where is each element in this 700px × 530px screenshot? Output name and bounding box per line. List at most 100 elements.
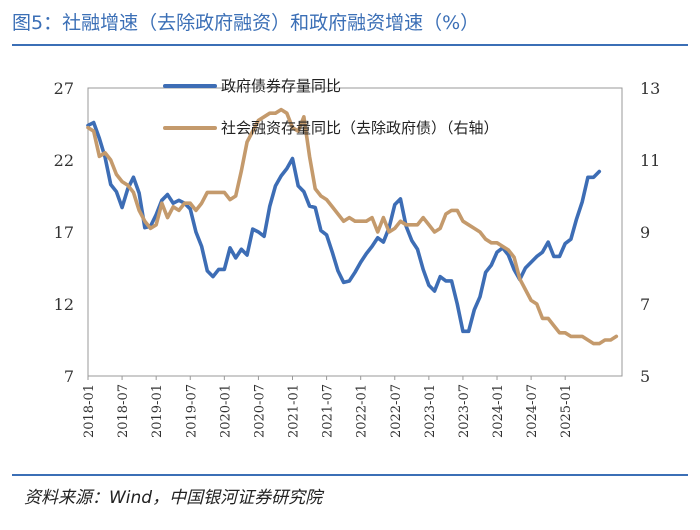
data-point [115,191,117,193]
data-point [303,116,305,118]
x-tick-label: 2019-07 [184,384,199,438]
data-point [178,199,180,201]
data-point [507,249,509,251]
data-point [149,227,152,229]
legend-entry: 政府债券存量同比 [163,77,341,95]
data-point [263,116,265,118]
data-point [570,335,572,337]
x-axis-ticks: 2018-01 2018-07 2019-01 2019-07 2020-01 2020-… [82,376,574,438]
data-point [422,268,424,271]
data-point [485,271,487,273]
data-point [229,247,231,249]
x-tick-label: 2021-01 [287,384,302,438]
data-point [257,119,260,121]
data-point [189,202,191,204]
x-tick-label: 2022-07 [389,384,404,438]
data-point [462,220,464,222]
data-point [581,201,583,203]
data-point [166,217,169,219]
left-tick-label: 17 [54,223,74,242]
data-point [274,185,277,187]
data-point [365,253,367,255]
x-tick-label: 2018-01 [82,384,97,438]
data-point [604,339,606,341]
x-tick-label: 2020-07 [252,384,267,438]
data-point [445,213,447,215]
data-point [479,231,481,233]
x-tick-label: 2023-07 [457,384,472,438]
data-point [110,183,112,186]
x-tick-label: 2023-01 [423,384,438,438]
data-point [155,214,157,216]
data-point [98,137,100,139]
data-point [536,303,538,305]
right-tick-label: 11 [640,151,660,170]
data-point [587,176,589,178]
x-tick-label: 2020-01 [218,384,233,438]
data-point [343,281,345,283]
data-point [581,335,583,337]
data-point [496,251,498,253]
data-point [485,238,487,240]
data-point [610,339,612,341]
data-point [450,280,453,282]
right-tick-label: 9 [640,223,650,242]
data-point [212,191,214,193]
data-point [223,268,225,271]
data-point [530,261,532,263]
data-point [320,229,322,232]
data-point [297,185,299,187]
data-point [189,208,191,210]
data-point [405,224,407,226]
data-point [320,195,322,197]
data-point [371,217,373,219]
data-point [280,175,282,177]
data-point [303,191,305,193]
left-axis-ticks: 7 12 17 22 27 [54,79,74,386]
left-tick-label: 22 [54,151,74,170]
x-tick-label: 2022-01 [355,384,370,438]
data-point [558,332,561,334]
plot-border [87,87,623,377]
data-point [161,199,163,201]
data-point [468,224,470,226]
data-point [218,268,220,271]
data-point [263,235,265,237]
data-point [308,155,311,157]
data-point [496,242,498,244]
data-point [365,220,367,222]
data-point [326,199,328,201]
data-point [155,224,157,226]
x-tick-label: 2019-01 [150,384,165,438]
data-point [360,220,362,222]
data-point [343,220,345,222]
data-point [394,227,396,229]
data-point [524,267,527,269]
data-point [468,330,470,332]
data-point [326,234,328,236]
plot-frame [87,87,623,377]
data-point [422,217,424,219]
left-tick-label: 7 [64,367,74,386]
data-point [337,213,339,215]
data-point [269,205,271,207]
data-point [132,191,135,193]
data-point [93,130,95,132]
data-point [382,241,384,243]
data-point [428,224,430,226]
data-point [223,191,225,193]
data-point [127,184,129,186]
data-point [331,206,333,208]
data-point [144,220,146,222]
data-point [428,284,430,286]
data-point [479,296,481,298]
data-point [524,289,527,291]
data-point [195,231,197,233]
data-point [519,278,521,280]
data-point [144,227,146,229]
data-point [297,130,299,132]
right-tick-label: 13 [640,79,660,98]
data-point [354,220,356,222]
data-point [394,204,396,206]
